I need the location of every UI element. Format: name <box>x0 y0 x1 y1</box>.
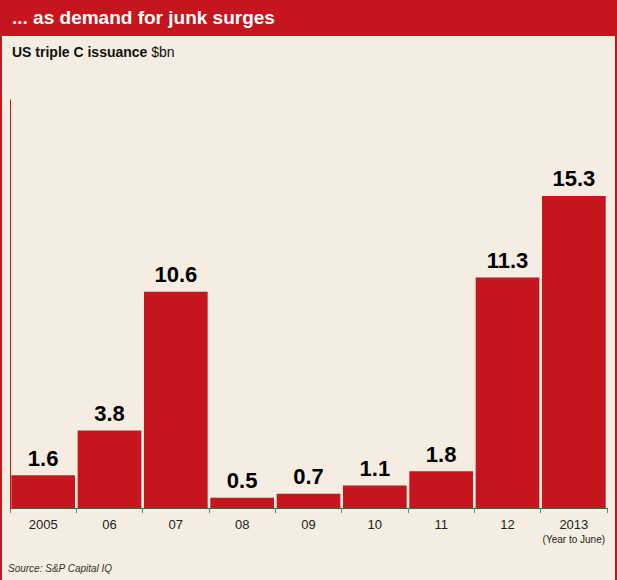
svg-text:12: 12 <box>500 517 514 532</box>
svg-text:1.1: 1.1 <box>360 456 391 481</box>
svg-text:11.3: 11.3 <box>487 248 529 273</box>
html-text:Source: S&P Capital IQ: Source: S&P Capital IQ <box>8 563 113 574</box>
svg-text:0.5: 0.5 <box>227 468 258 493</box>
html-text:US triple C issuance $bn: US triple C issuance $bn <box>12 44 175 60</box>
svg-text:2005: 2005 <box>29 517 58 532</box>
html-text:... as demand for junk surges: ... as demand for junk surges <box>12 7 275 28</box>
svg-text:0.7: 0.7 <box>293 464 324 489</box>
svg-text:10.6: 10.6 <box>154 262 197 287</box>
svg-text:1.6: 1.6 <box>28 446 59 471</box>
svg-text:11: 11 <box>434 517 448 532</box>
svg-text:2013: 2013 <box>559 517 588 532</box>
svg-text:(Year to June): (Year to June) <box>543 534 605 545</box>
svg-text:08: 08 <box>235 517 249 532</box>
svg-text:1.8: 1.8 <box>426 442 457 467</box>
svg-text:3.8: 3.8 <box>94 401 125 426</box>
svg-text:07: 07 <box>169 517 183 532</box>
svg-text:15.3: 15.3 <box>552 166 595 191</box>
svg-text:09: 09 <box>301 517 315 532</box>
svg-text:10: 10 <box>368 517 382 532</box>
svg-text:06: 06 <box>102 517 116 532</box>
